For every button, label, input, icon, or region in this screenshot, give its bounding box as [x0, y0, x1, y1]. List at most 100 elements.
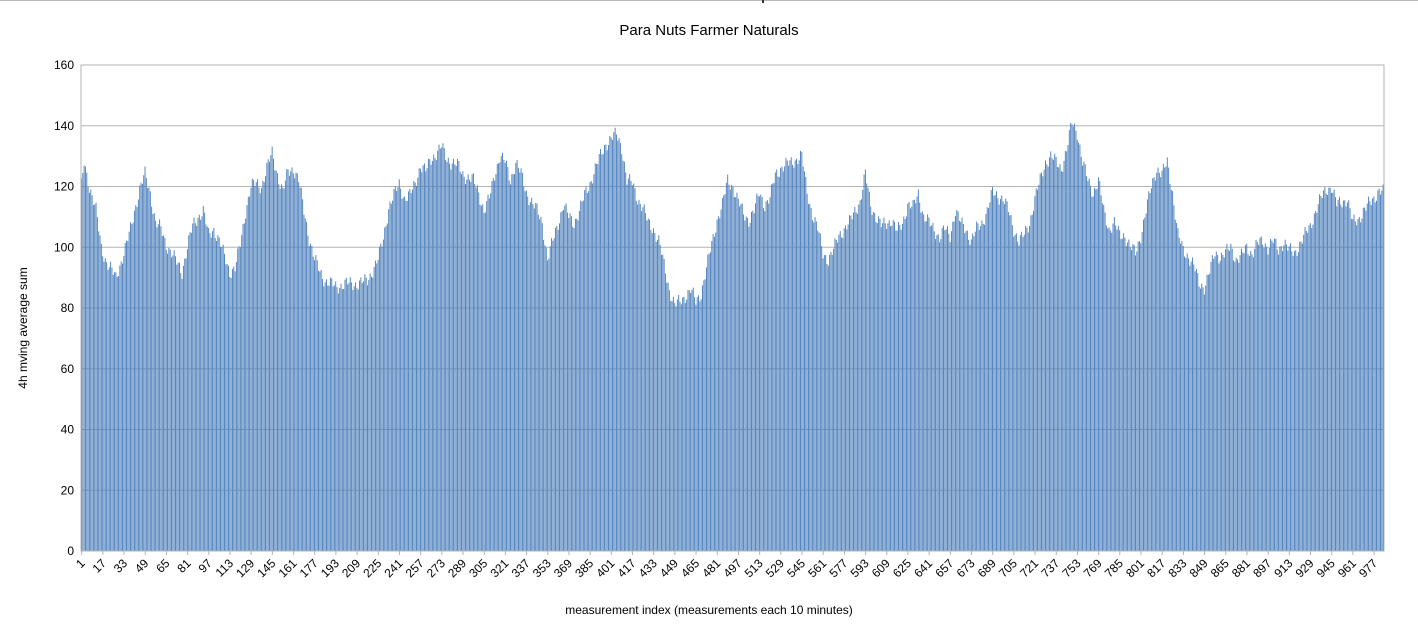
- bar-630: [913, 199, 915, 551]
- bar-858: [1215, 251, 1217, 551]
- bar-804: [1144, 217, 1146, 551]
- bar-433: [653, 228, 654, 552]
- bar-10: [92, 205, 94, 551]
- bar-754: [1078, 142, 1080, 552]
- x-axis-title: measurement index (measurements each 10 …: [565, 603, 853, 617]
- bar-727: [1042, 176, 1044, 552]
- bar-194: [336, 287, 338, 551]
- bar-202: [347, 284, 349, 551]
- bar-829: [1177, 228, 1179, 551]
- bar-809: [1150, 188, 1152, 551]
- bar-763: [1090, 185, 1091, 551]
- bar-911: [1286, 244, 1287, 552]
- bar-363: [560, 212, 562, 551]
- bar-185: [324, 282, 326, 551]
- bar-155: [284, 180, 286, 552]
- y-tick-60: 60: [61, 362, 75, 376]
- bar-271: [438, 144, 440, 551]
- bar-108: [222, 244, 224, 551]
- bar-321: [504, 162, 506, 552]
- bar-875: [1238, 262, 1240, 551]
- bar-163: [295, 172, 297, 552]
- bar-849: [1203, 294, 1205, 551]
- bar-71: [173, 250, 175, 551]
- bar-525: [774, 172, 776, 551]
- bar-868: [1229, 250, 1231, 551]
- bar-319: [502, 152, 504, 551]
- bar-340: [529, 202, 531, 551]
- bar-699: [1005, 198, 1007, 551]
- bar-75: [178, 262, 180, 551]
- bar-687: [989, 202, 991, 552]
- bar-862: [1221, 252, 1223, 551]
- bar-725: [1039, 173, 1041, 551]
- bar-55: [152, 213, 154, 552]
- bar-205: [351, 282, 353, 551]
- bar-880: [1244, 245, 1246, 551]
- bar-77: [181, 278, 183, 551]
- bar-105: [218, 237, 220, 551]
- bar-902: [1274, 238, 1276, 551]
- bar-776: [1107, 228, 1109, 551]
- bar-19: [104, 258, 106, 551]
- bar-791: [1127, 242, 1129, 551]
- bar-225: [377, 259, 379, 551]
- bar-557: [817, 230, 819, 551]
- bar-933: [1315, 210, 1317, 552]
- bar-736: [1054, 153, 1056, 552]
- bar-364: [561, 210, 563, 551]
- bar-528: [778, 176, 780, 551]
- bar-693: [997, 198, 999, 552]
- bar-251: [412, 189, 413, 551]
- bar-374: [574, 218, 576, 551]
- bar-421: [637, 204, 639, 551]
- bar-844: [1197, 273, 1199, 551]
- bar-864: [1223, 257, 1225, 551]
- bar-516: [762, 208, 764, 551]
- bar-247: [406, 200, 408, 552]
- bar-178: [315, 255, 317, 551]
- bar-636: [921, 211, 923, 551]
- bar-716: [1027, 232, 1029, 551]
- bar-782: [1115, 225, 1117, 551]
- bar-707: [1015, 233, 1017, 551]
- bar-574: [839, 231, 841, 552]
- bar-467: [698, 295, 700, 551]
- bar-499: [740, 204, 742, 551]
- bar-542: [797, 164, 799, 552]
- plot-frame: [80, 64, 1385, 552]
- bar-212: [360, 277, 362, 551]
- bar-709: [1018, 245, 1020, 551]
- bar-713: [1023, 234, 1025, 551]
- bar-684: [985, 214, 987, 551]
- bar-358: [553, 238, 555, 551]
- bar-463: [692, 287, 694, 551]
- bar-151: [279, 188, 281, 551]
- bar-619: [899, 224, 901, 552]
- x-tick-945: 945: [1314, 556, 1338, 580]
- bar-309: [488, 198, 490, 551]
- x-tick-241: 241: [382, 556, 406, 580]
- bar-977: [1373, 196, 1375, 551]
- bar-500: [741, 203, 743, 551]
- bar-333: [520, 168, 522, 551]
- bar-52: [148, 187, 150, 551]
- bar-968: [1361, 218, 1363, 551]
- y-tick-labels: 0 20 40 60 80 100 120 140 160: [54, 58, 74, 558]
- bar-775: [1105, 225, 1107, 551]
- bar-812: [1154, 180, 1156, 552]
- bar-920: [1297, 252, 1299, 551]
- bar-555: [814, 217, 816, 551]
- bar-958: [1348, 200, 1350, 551]
- bar-949: [1336, 206, 1338, 552]
- bar-786: [1120, 239, 1122, 551]
- bar-11: [94, 204, 96, 551]
- x-tick-161: 161: [276, 556, 300, 580]
- bar-671: [968, 239, 970, 551]
- bar-290: [463, 176, 465, 552]
- bar-376: [577, 220, 579, 551]
- bar-623: [904, 218, 906, 552]
- bar-567: [830, 251, 832, 551]
- bar-313: [494, 180, 496, 552]
- bar-553: [811, 220, 813, 552]
